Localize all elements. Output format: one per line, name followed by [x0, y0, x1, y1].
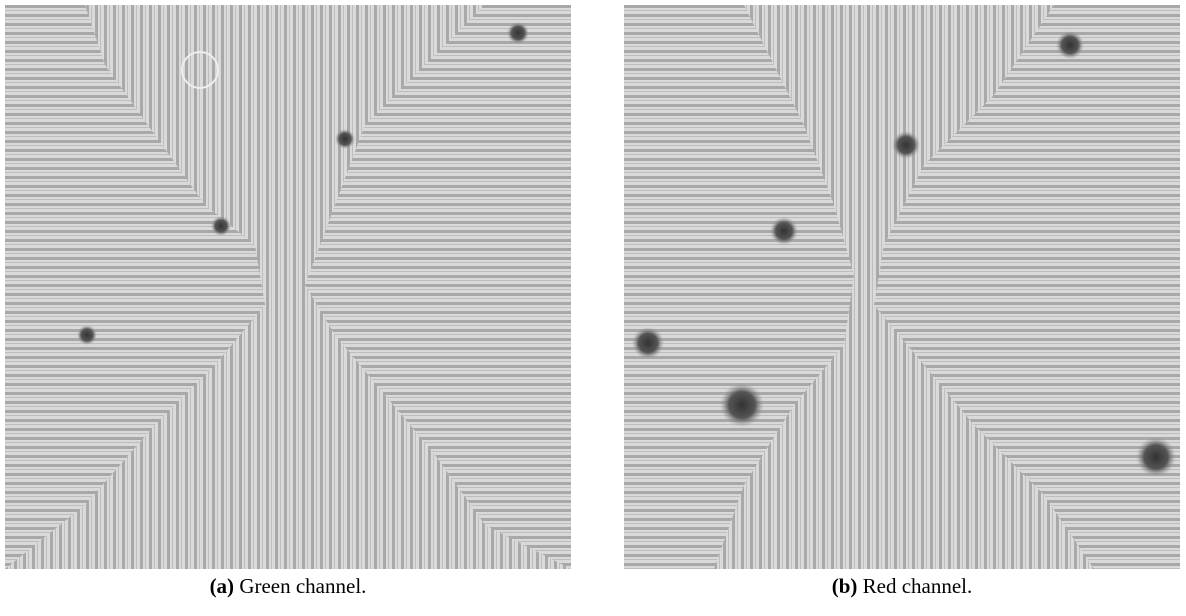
dark-spot: [211, 216, 231, 236]
image-green-channel: [5, 5, 571, 569]
caption: (b) Red channel.: [622, 574, 1182, 599]
caption-label: (b): [831, 574, 858, 598]
caption-label: (a): [209, 574, 235, 598]
dark-spot: [720, 383, 764, 427]
dark-spot: [770, 217, 798, 245]
image-red-channel: [624, 5, 1180, 569]
vertical-stripes: [714, 5, 1094, 569]
dark-spot: [1056, 31, 1084, 59]
caption: (a) Green channel.: [8, 574, 568, 599]
dark-spot: [77, 325, 97, 345]
dark-spot: [1136, 437, 1176, 477]
caption-text: Red channel.: [862, 574, 973, 598]
caption-text: Green channel.: [239, 574, 367, 598]
dark-spot: [632, 327, 664, 359]
dark-spot: [892, 131, 920, 159]
dark-spot: [335, 129, 355, 149]
vertical-stripes: [5, 5, 571, 569]
dark-spot: [507, 22, 529, 44]
ring: [181, 51, 219, 89]
